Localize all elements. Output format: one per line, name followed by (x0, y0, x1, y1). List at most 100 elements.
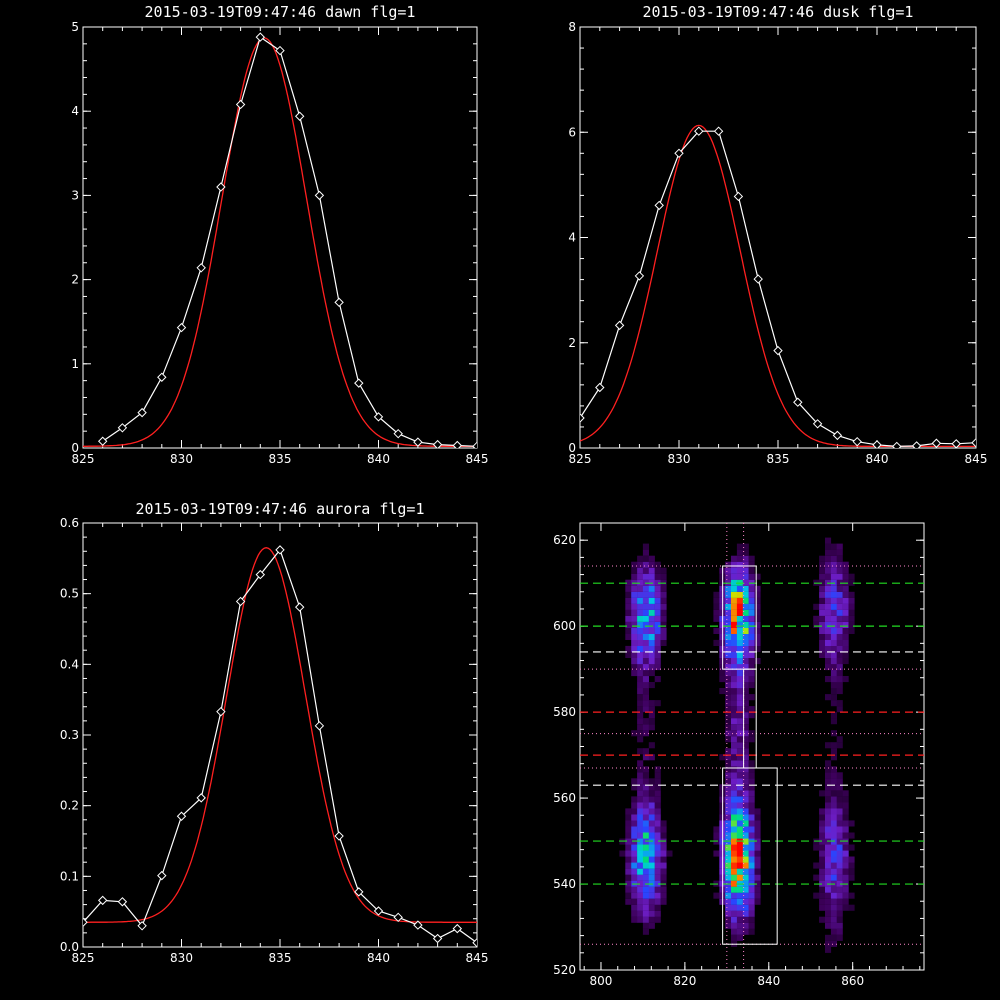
data-point-marker (196, 263, 206, 273)
data-point-marker (275, 545, 285, 555)
y-tick-label: 2 (71, 273, 79, 287)
data-point-marker (157, 372, 167, 382)
data-point-marker (472, 441, 477, 448)
data-point-marker (472, 938, 477, 947)
data-point-marker (634, 271, 645, 281)
data-point-marker (413, 920, 423, 930)
data-point-marker (393, 428, 403, 439)
spectrum-panel: 825 830 835 840 845 0.0 0.1 0.2 0.3 0.4 0.5 0.6 2015… (60, 500, 489, 965)
data-point-marker (97, 436, 108, 446)
y-tick-label: 560 (553, 791, 576, 805)
data-point-marker (452, 440, 463, 448)
x-tick-label: 835 (269, 951, 292, 965)
chart-title: 2015-03-19T09:47:46 aurora flg=1 (136, 500, 425, 518)
y-tick-label: 0.6 (60, 516, 79, 530)
data-point-marker (432, 933, 443, 944)
y-tick-label: 0.5 (60, 587, 79, 601)
data-point-marker (595, 382, 605, 393)
data-point-marker (294, 111, 305, 121)
data-point-marker (773, 345, 783, 356)
data-point-marker (654, 200, 664, 211)
data-point-marker (931, 438, 942, 448)
x-tick-label: 825 (72, 951, 95, 965)
data-point-marker (334, 297, 344, 308)
data-point-marker (216, 182, 226, 192)
data-point-marker (235, 99, 246, 110)
x-tick-label: 835 (269, 452, 292, 466)
data-point-marker (694, 126, 704, 136)
data-point-marker (314, 721, 325, 731)
data-point-marker (812, 419, 823, 429)
x-tick-label: 830 (668, 452, 691, 466)
data-point-marker (614, 320, 625, 331)
plot-area (580, 124, 976, 448)
y-tick-label: 4 (71, 104, 79, 118)
data-point-marker (951, 439, 961, 448)
spectrum-panel: 825 830 835 840 845 0 1 2 3 4 5 2015-03-19T09:47:46… (71, 3, 488, 466)
x-tick-label: 825 (72, 452, 95, 466)
data-point-marker (137, 921, 147, 931)
y-tick-label: 620 (553, 533, 576, 547)
y-tick-label: 520 (553, 963, 576, 977)
data-point-marker (354, 887, 364, 897)
data-point-marker (137, 407, 147, 418)
data-point-marker (373, 906, 384, 916)
y-tick-label: 580 (553, 705, 576, 719)
data-point-marker (157, 870, 167, 881)
x-tick-label: 840 (367, 951, 390, 965)
data-point-marker (674, 148, 684, 159)
y-tick-label: 0 (568, 441, 576, 455)
data-point-marker (413, 437, 423, 447)
data-point-marker (314, 190, 325, 201)
x-tick-label: 830 (170, 452, 193, 466)
data-point-marker (452, 923, 463, 934)
y-tick-label: 0.0 (60, 940, 79, 954)
gaussian-fit-line (83, 37, 477, 447)
region-box (743, 668, 757, 769)
data-point-marker (432, 439, 443, 448)
x-tick-label: 825 (569, 452, 592, 466)
data-point-marker (393, 912, 403, 923)
x-tick-label: 845 (466, 452, 489, 466)
data-point-marker (713, 126, 724, 136)
y-tick-label: 0.3 (60, 728, 79, 742)
data-point-marker (83, 917, 88, 927)
plot-area (83, 545, 477, 947)
spectrum-panel: 825 830 835 840 845 0 2 4 6 8 2015-03-19T09:47:46 … (568, 3, 987, 466)
data-point-marker (892, 441, 902, 448)
image-panel: 800 820 840 860 520 540 560 580 600 620 (553, 522, 925, 988)
y-tick-label: 8 (568, 20, 576, 34)
y-tick-label: 6 (568, 125, 576, 139)
y-tick-label: 0.2 (60, 799, 79, 813)
data-point-marker (753, 274, 763, 284)
x-tick-label: 830 (170, 951, 193, 965)
data-point-marker (354, 378, 364, 388)
data-point-marker (117, 423, 128, 433)
x-tick-label: 860 (841, 974, 864, 988)
region-box (722, 565, 757, 670)
data-point-marker (216, 706, 226, 717)
y-tick-label: 2 (568, 336, 576, 350)
data-point-marker (852, 436, 862, 447)
chart-title: 2015-03-19T09:47:46 dawn flg=1 (145, 3, 416, 21)
data-point-marker (255, 32, 266, 42)
data-point-marker (176, 811, 187, 821)
data-point-marker (872, 440, 882, 448)
data-point-marker (971, 438, 976, 448)
data-point-marker (275, 45, 285, 56)
chart-title: 2015-03-19T09:47:46 dusk flg=1 (643, 3, 914, 21)
x-tick-label: 840 (866, 452, 889, 466)
y-tick-label: 5 (71, 20, 79, 34)
y-tick-label: 3 (71, 188, 79, 202)
data-point-marker (117, 897, 128, 907)
data-point-marker (793, 397, 803, 407)
y-tick-label: 1 (71, 357, 79, 371)
data-point-marker (832, 430, 843, 441)
y-tick-label: 4 (568, 231, 576, 245)
data-point-marker (235, 596, 246, 607)
plot-area (83, 32, 477, 448)
x-tick-label: 840 (757, 974, 780, 988)
x-tick-label: 845 (965, 452, 988, 466)
data-point-marker (294, 602, 305, 612)
